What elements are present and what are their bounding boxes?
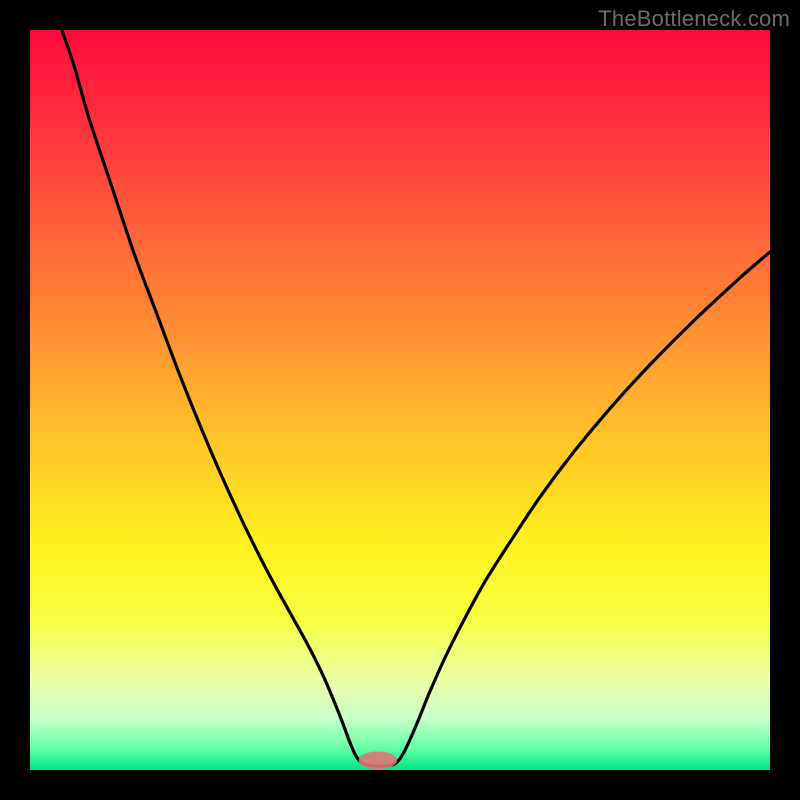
chart-container: TheBottleneck.com xyxy=(0,0,800,800)
optimum-marker xyxy=(359,752,397,770)
chart-svg xyxy=(0,0,800,800)
chart-background xyxy=(30,30,770,770)
watermark-text: TheBottleneck.com xyxy=(598,6,790,32)
